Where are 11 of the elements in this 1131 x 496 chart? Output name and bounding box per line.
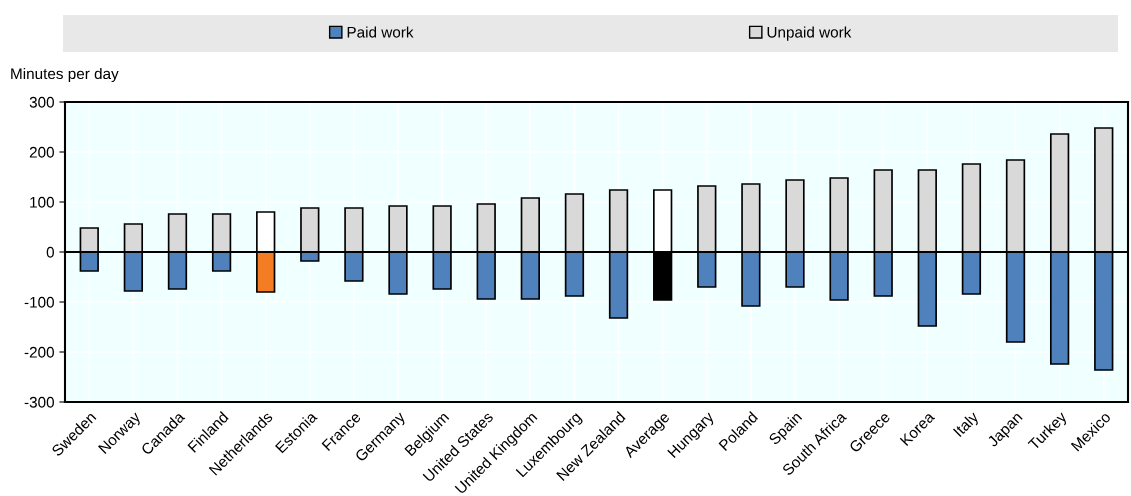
y-tick-label: 0 bbox=[46, 246, 54, 258]
y-tick-label: 300 bbox=[29, 96, 54, 108]
legend-label: Paid work bbox=[347, 26, 414, 38]
y-axis-title: Minutes per day bbox=[11, 67, 119, 83]
y-tick-label: -300 bbox=[24, 396, 54, 408]
legend-label: Unpaid work bbox=[767, 26, 852, 41]
y-tick-label: 200 bbox=[29, 146, 54, 158]
y-tick-label: 100 bbox=[30, 196, 54, 208]
y-tick-label: -100 bbox=[24, 296, 54, 308]
y-tick-label: -200 bbox=[24, 346, 54, 358]
x-tick-label: Italy bbox=[952, 410, 982, 440]
